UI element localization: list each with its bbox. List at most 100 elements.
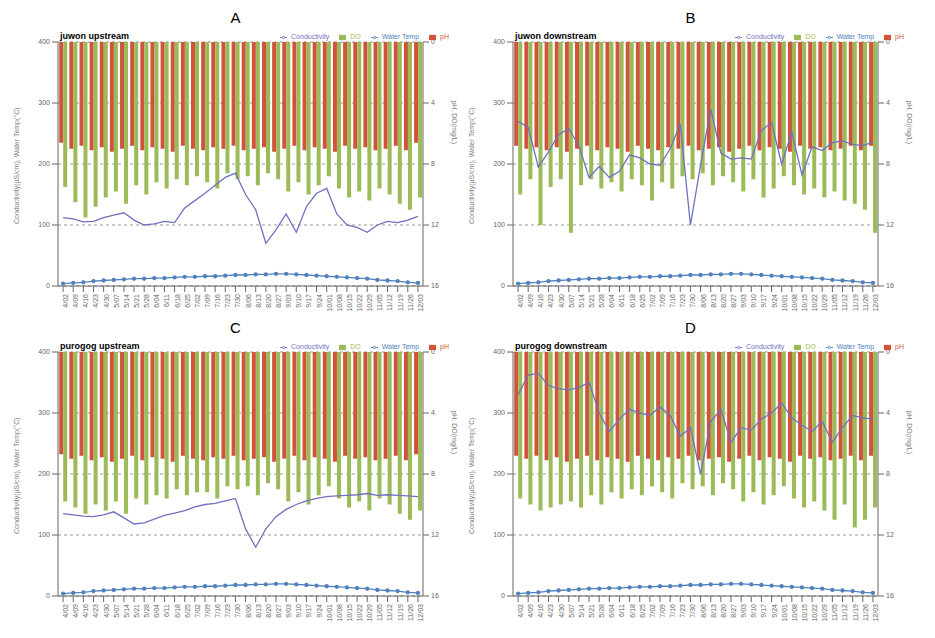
svg-text:9/03: 9/03 <box>285 294 292 308</box>
svg-text:9/24: 9/24 <box>316 294 323 308</box>
svg-text:300: 300 <box>38 99 50 106</box>
svg-text:8: 8 <box>886 470 890 477</box>
svg-text:10/08: 10/08 <box>791 294 798 312</box>
svg-text:6/18: 6/18 <box>174 604 181 618</box>
svg-text:7/16: 7/16 <box>214 604 221 618</box>
svg-text:10/29: 10/29 <box>821 294 828 312</box>
svg-text:9/03: 9/03 <box>740 604 747 618</box>
svg-text:9/10: 9/10 <box>295 604 302 618</box>
svg-text:0: 0 <box>886 38 890 45</box>
svg-text:4/09: 4/09 <box>72 604 79 618</box>
svg-text:12: 12 <box>886 221 894 228</box>
svg-text:pH, DO(mg/L): pH, DO(mg/L) <box>905 100 913 144</box>
svg-text:Conductivity(µS/cm), Water Tem: Conductivity(µS/cm), Water Temp(°C) <box>468 107 476 224</box>
svg-text:11/12: 11/12 <box>841 294 848 311</box>
svg-text:10/01: 10/01 <box>326 294 333 312</box>
svg-text:10/01: 10/01 <box>326 604 333 622</box>
svg-text:8/06: 8/06 <box>245 604 252 618</box>
svg-text:5/07: 5/07 <box>568 604 575 618</box>
svg-text:10/29: 10/29 <box>821 604 828 622</box>
svg-text:400: 400 <box>493 348 505 355</box>
svg-text:pH, DO(mg/L): pH, DO(mg/L) <box>450 410 458 454</box>
svg-text:10/08: 10/08 <box>336 294 343 312</box>
svg-text:9/17: 9/17 <box>305 294 312 308</box>
svg-text:9/10: 9/10 <box>295 294 302 308</box>
svg-text:6/11: 6/11 <box>163 294 170 307</box>
svg-text:7/02: 7/02 <box>649 294 656 308</box>
svg-text:4: 4 <box>886 99 890 106</box>
svg-text:7/09: 7/09 <box>204 604 211 618</box>
svg-text:12/03: 12/03 <box>872 604 879 622</box>
svg-text:8/13: 8/13 <box>255 294 262 308</box>
svg-text:4/23: 4/23 <box>92 294 99 308</box>
svg-text:10/15: 10/15 <box>346 294 353 312</box>
svg-text:11/19: 11/19 <box>397 294 404 311</box>
svg-text:10/22: 10/22 <box>811 604 818 622</box>
svg-text:4/16: 4/16 <box>82 604 89 618</box>
svg-text:4/23: 4/23 <box>547 294 554 308</box>
svg-text:Conductivity(µS/cm), Water Tem: Conductivity(µS/cm), Water Temp(°C) <box>13 417 21 534</box>
svg-text:7/23: 7/23 <box>679 294 686 308</box>
svg-text:11/19: 11/19 <box>852 294 859 311</box>
svg-text:6/18: 6/18 <box>629 294 636 308</box>
svg-text:4/30: 4/30 <box>103 604 110 618</box>
svg-text:6/04: 6/04 <box>153 604 160 618</box>
svg-text:10/29: 10/29 <box>366 604 373 622</box>
svg-text:11/12: 11/12 <box>841 604 848 621</box>
svg-text:5/14: 5/14 <box>123 294 130 308</box>
svg-text:7/30: 7/30 <box>234 294 241 308</box>
svg-text:5/14: 5/14 <box>123 604 130 618</box>
svg-text:6/25: 6/25 <box>184 294 191 308</box>
svg-text:7/02: 7/02 <box>194 604 201 618</box>
svg-text:5/28: 5/28 <box>598 604 605 618</box>
svg-text:pH, DO(mg/L): pH, DO(mg/L) <box>905 410 913 454</box>
svg-text:8/27: 8/27 <box>275 294 282 308</box>
svg-text:200: 200 <box>493 470 505 477</box>
svg-text:4/09: 4/09 <box>72 294 79 308</box>
svg-text:5/21: 5/21 <box>588 294 595 308</box>
svg-text:7/30: 7/30 <box>689 604 696 618</box>
svg-text:12: 12 <box>431 221 439 228</box>
svg-text:pH, DO(mg/L): pH, DO(mg/L) <box>450 100 458 144</box>
svg-text:10/01: 10/01 <box>781 294 788 312</box>
svg-text:9/24: 9/24 <box>771 604 778 618</box>
svg-text:5/28: 5/28 <box>143 604 150 618</box>
svg-text:300: 300 <box>38 409 50 416</box>
svg-text:4: 4 <box>886 409 890 416</box>
svg-text:100: 100 <box>493 531 505 538</box>
svg-text:4/02: 4/02 <box>62 294 69 308</box>
svg-text:4/30: 4/30 <box>558 294 565 308</box>
svg-text:0: 0 <box>886 348 890 355</box>
svg-text:12/03: 12/03 <box>872 294 879 312</box>
svg-text:11/12: 11/12 <box>386 294 393 311</box>
svg-text:5/21: 5/21 <box>133 604 140 618</box>
svg-text:8/13: 8/13 <box>710 294 717 308</box>
svg-text:0: 0 <box>501 282 505 289</box>
svg-text:9/17: 9/17 <box>305 604 312 618</box>
svg-text:8/27: 8/27 <box>730 294 737 308</box>
svg-text:11/12: 11/12 <box>386 604 393 621</box>
svg-text:200: 200 <box>38 160 50 167</box>
svg-text:7/30: 7/30 <box>234 604 241 618</box>
svg-text:4/09: 4/09 <box>527 294 534 308</box>
svg-text:0: 0 <box>46 592 50 599</box>
svg-text:10/01: 10/01 <box>781 604 788 622</box>
svg-text:11/05: 11/05 <box>831 604 838 621</box>
svg-text:8/06: 8/06 <box>700 294 707 308</box>
svg-text:0: 0 <box>46 282 50 289</box>
svg-text:6/18: 6/18 <box>629 604 636 618</box>
svg-text:400: 400 <box>38 38 50 45</box>
svg-text:5/07: 5/07 <box>113 604 120 618</box>
svg-text:7/02: 7/02 <box>649 604 656 618</box>
svg-text:12: 12 <box>431 531 439 538</box>
svg-text:4: 4 <box>431 409 435 416</box>
svg-text:8/27: 8/27 <box>730 604 737 618</box>
svg-text:11/05: 11/05 <box>376 604 383 621</box>
svg-text:5/28: 5/28 <box>598 294 605 308</box>
svg-text:6/04: 6/04 <box>608 604 615 618</box>
svg-text:8: 8 <box>886 160 890 167</box>
svg-text:8/13: 8/13 <box>710 604 717 618</box>
svg-text:6/25: 6/25 <box>639 294 646 308</box>
svg-text:7/23: 7/23 <box>224 294 231 308</box>
svg-text:10/08: 10/08 <box>791 604 798 622</box>
